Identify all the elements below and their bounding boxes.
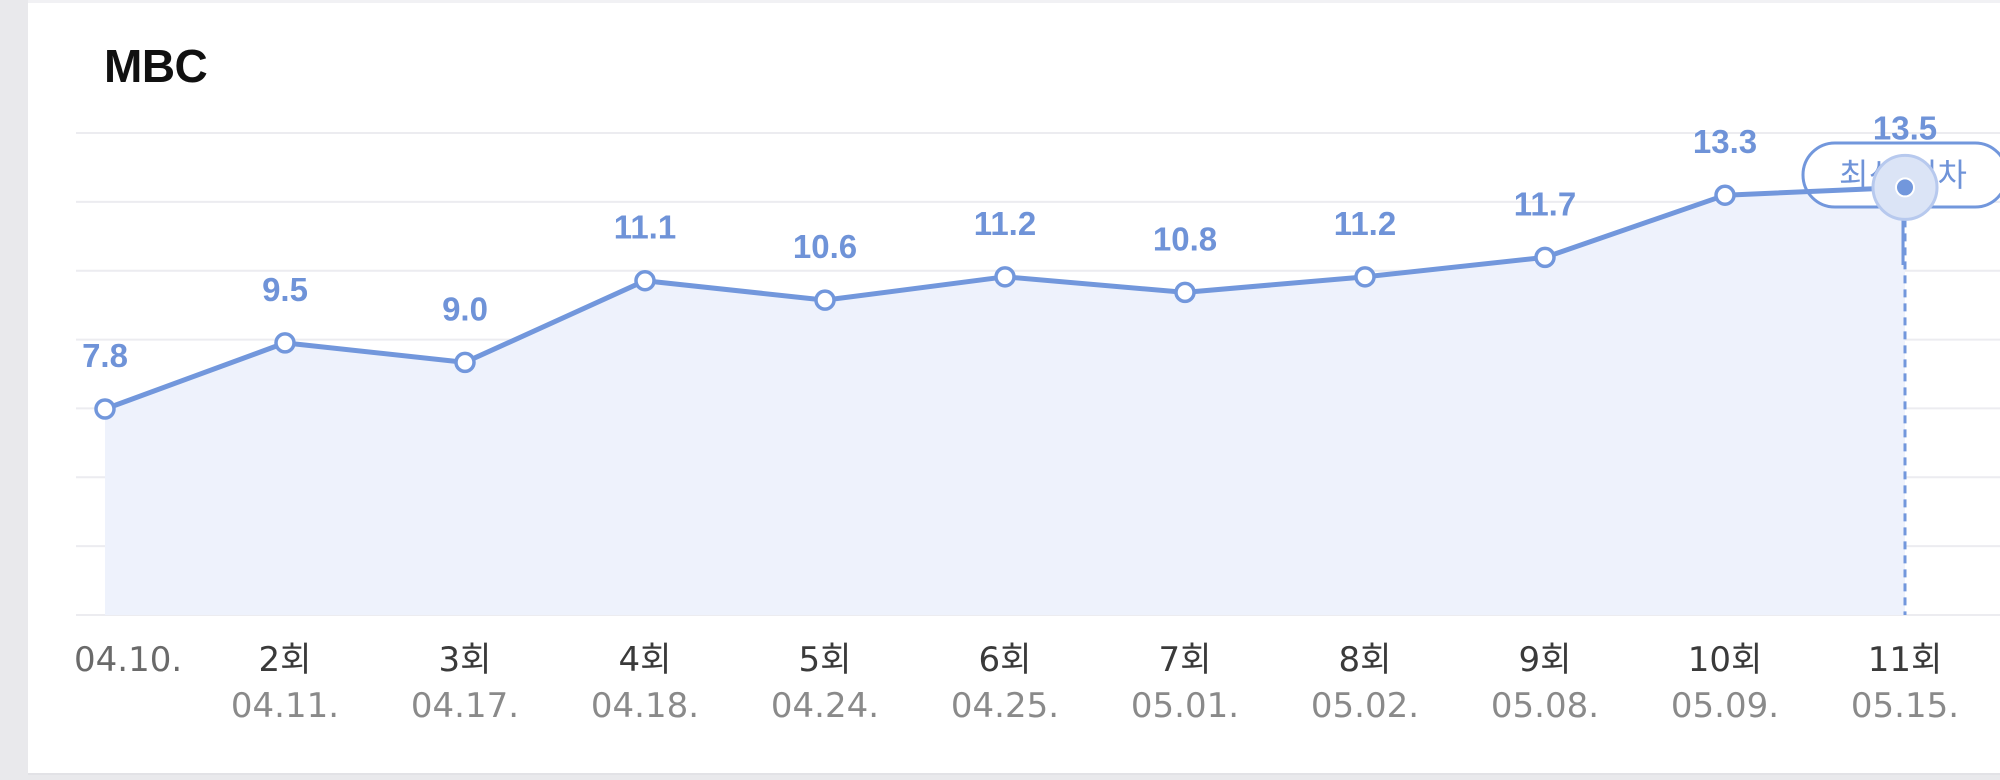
data-label: 7.8 <box>82 337 128 374</box>
data-point <box>1174 281 1196 304</box>
data-point <box>1714 184 1736 206</box>
rating-card: MBC 최신 회차 7.8 9.5 9.0 11.1 10.6 11.2 10.8 11.2 11… <box>28 0 2000 775</box>
x-tick-episode: 2회 <box>259 640 312 680</box>
x-tick-date: 05.02. <box>1311 686 1419 726</box>
x-tick-date: 04.11. <box>231 686 339 726</box>
area-fill <box>105 187 1905 615</box>
data-point <box>814 289 836 311</box>
data-label: 13.5 <box>1873 109 1937 146</box>
data-label: 11.7 <box>1514 185 1576 222</box>
x-tick-episode: 8회 <box>1339 640 1392 680</box>
card-bottom-border <box>28 773 2000 775</box>
data-point-latest <box>1895 177 1915 198</box>
data-label: 11.1 <box>614 209 676 246</box>
data-label: 11.2 <box>1334 205 1396 242</box>
x-tick-date: 05.08. <box>1491 686 1599 726</box>
card-title: MBC <box>104 40 208 92</box>
data-label: 13.3 <box>1693 123 1757 160</box>
data-point <box>454 351 476 374</box>
x-tick-episode: 7회 <box>1159 640 1212 680</box>
data-label: 10.8 <box>1153 220 1217 257</box>
x-tick-date: 04.10. <box>74 640 182 680</box>
data-point <box>1534 246 1556 269</box>
x-tick-date: 04.24. <box>771 686 879 726</box>
data-label: 11.2 <box>974 205 1036 242</box>
x-tick-episode: 3회 <box>439 640 492 680</box>
x-tick-episode: 10회 <box>1688 640 1763 680</box>
data-label: 10.6 <box>793 228 857 265</box>
x-tick-date: 04.18. <box>591 686 699 726</box>
data-label: 9.0 <box>442 290 488 327</box>
data-point <box>994 266 1016 288</box>
x-tick-date: 04.25. <box>951 686 1059 726</box>
x-tick-date: 05.01. <box>1131 686 1239 726</box>
x-tick-date: 05.09. <box>1671 686 1779 726</box>
x-tick-date: 05.15. <box>1851 686 1959 726</box>
data-point <box>634 269 656 292</box>
ratings-line-chart: 최신 회차7.89.59.011.110.611.2 10.8 11.211.713… <box>74 109 2000 726</box>
x-tick-date: 04.17. <box>411 686 519 726</box>
x-tick-episode: 6회 <box>979 640 1032 680</box>
x-tick-episode: 9회 <box>1519 640 1572 680</box>
data-point <box>94 398 116 420</box>
x-tick-episode: 4회 <box>619 640 672 680</box>
x-tick-episode: 11회 <box>1868 640 1943 680</box>
data-point <box>1354 266 1376 288</box>
data-label: 9.5 <box>262 271 308 308</box>
x-tick-episode: 5회 <box>799 640 852 680</box>
data-point <box>274 332 296 354</box>
